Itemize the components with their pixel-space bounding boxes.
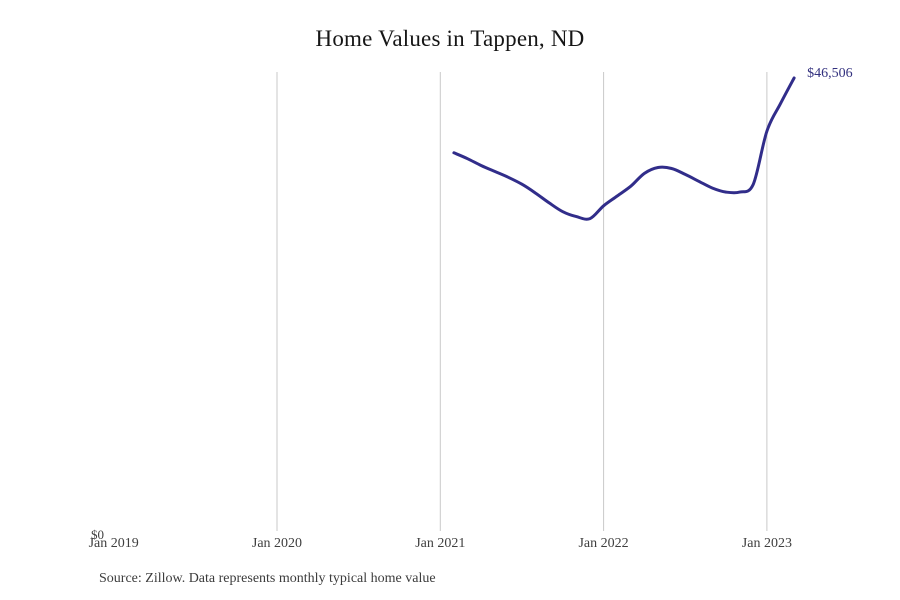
chart-title: Home Values in Tappen, ND	[315, 26, 585, 51]
latest-value-label: $46,506	[807, 66, 853, 82]
source-note: Source: Zillow. Data represents monthly …	[99, 571, 436, 586]
x-tick-label: Jan 2022	[578, 536, 629, 551]
y-axis-zero-label: $0	[91, 527, 104, 542]
x-tick-label: Jan 2023	[741, 536, 792, 551]
x-tick-label: Jan 2020	[251, 536, 303, 551]
x-tick-label: Jan 2021	[415, 536, 466, 551]
home-value-line	[452, 76, 796, 221]
x-tick-label: Jan 2019	[88, 536, 139, 551]
